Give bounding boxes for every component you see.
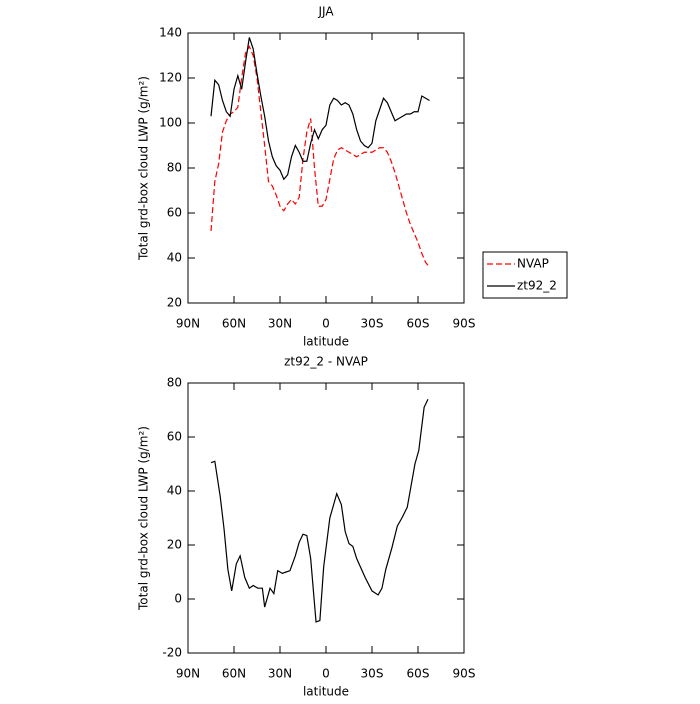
- y-axis-label: Total grd-box cloud LWP (g/m²): [137, 426, 151, 611]
- x-axis-label: latitude: [303, 685, 349, 699]
- y-tick-label: 80: [167, 161, 182, 175]
- x-tick-label: 90S: [453, 667, 476, 681]
- y-tick-label: 140: [159, 26, 182, 40]
- y-tick-label: 40: [167, 251, 182, 265]
- y-tick-label: -20: [162, 646, 182, 660]
- chart-title: zt92_2 - NVAP: [284, 355, 368, 369]
- y-tick-label: 120: [159, 71, 182, 85]
- x-tick-label: 0: [322, 667, 330, 681]
- y-tick-label: 60: [167, 206, 182, 220]
- x-tick-label: 0: [322, 317, 330, 331]
- x-tick-label: 30N: [268, 667, 292, 681]
- data-line: [210, 45, 430, 268]
- legend-label: zt92_2: [517, 279, 557, 293]
- legend-box: [482, 251, 568, 299]
- x-axis-label: latitude: [303, 335, 349, 349]
- x-tick-label: 60S: [407, 317, 430, 331]
- data-line: [210, 37, 430, 181]
- y-axis-label: Total grd-box cloud LWP (g/m²): [137, 76, 151, 261]
- x-tick-label: 30N: [268, 317, 292, 331]
- x-tick-label: 90N: [176, 317, 200, 331]
- x-tick-label: 30S: [361, 317, 384, 331]
- plot-frame: [187, 32, 465, 304]
- x-tick-label: 60S: [407, 667, 430, 681]
- x-tick-label: 60N: [222, 317, 246, 331]
- y-tick-label: 40: [167, 484, 182, 498]
- y-tick-label: 100: [159, 116, 182, 130]
- legend-label: NVAP: [517, 257, 549, 271]
- x-tick-label: 90N: [176, 667, 200, 681]
- y-tick-label: 20: [167, 296, 182, 310]
- x-tick-label: 60N: [222, 667, 246, 681]
- plot-frame: [187, 382, 465, 654]
- y-tick-label: 60: [167, 430, 182, 444]
- chart-title: JJA: [317, 5, 334, 19]
- x-tick-label: 30S: [361, 667, 384, 681]
- data-line: [210, 398, 429, 623]
- y-tick-label: 0: [174, 592, 182, 606]
- y-tick-label: 20: [167, 538, 182, 552]
- y-tick-label: 80: [167, 376, 182, 390]
- x-tick-label: 90S: [453, 317, 476, 331]
